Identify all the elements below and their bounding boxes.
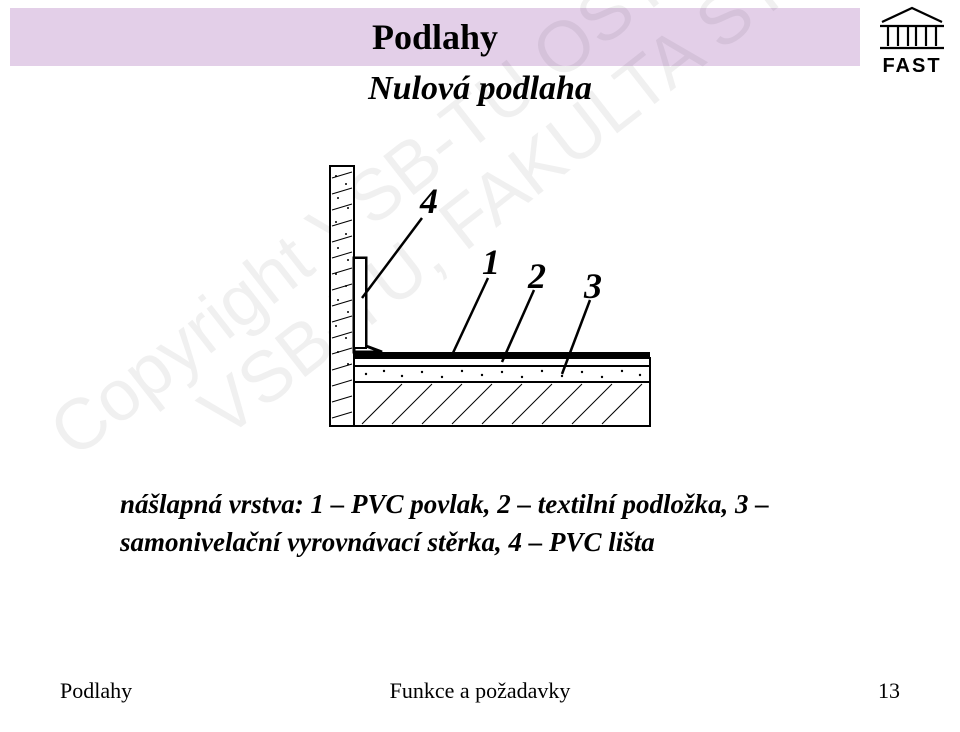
diagram-label-4: 4 bbox=[419, 181, 438, 221]
footer-page-number: 13 bbox=[878, 678, 900, 704]
page-subtitle: Nulová podlaha bbox=[0, 70, 960, 108]
floor-diagram: 4 1 2 3 bbox=[302, 158, 658, 436]
page-title: Podlahy bbox=[372, 16, 498, 58]
title-bar: Podlahy bbox=[10, 8, 860, 66]
footer-center: Funkce a požadavky bbox=[0, 678, 960, 704]
diagram-label-3: 3 bbox=[583, 266, 602, 306]
diagram-label-2: 2 bbox=[527, 256, 546, 296]
logo-label: FAST bbox=[876, 55, 948, 78]
fast-logo: FAST bbox=[876, 4, 948, 80]
diagram-label-1: 1 bbox=[482, 242, 500, 282]
temple-icon bbox=[876, 4, 948, 52]
diagram-caption: nášlapná vrstva: 1 – PVC povlak, 2 – tex… bbox=[120, 486, 840, 562]
